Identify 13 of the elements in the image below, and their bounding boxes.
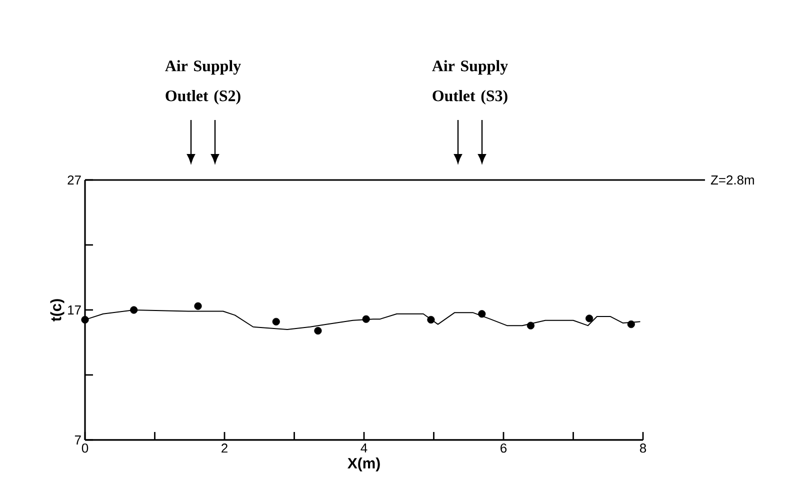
text: Air Supply Outlet (S3) — [432, 60, 508, 104]
y-tick-label: 7 — [74, 436, 81, 444]
x-tick-label: 6 — [500, 444, 507, 453]
text: Z=2.8m — [710, 175, 754, 185]
x-tick-label: 4 — [360, 444, 368, 452]
x-axis-title: X(m) — [348, 458, 380, 472]
x-tick-label: 0 — [82, 444, 88, 453]
y-tick-label: 27 — [68, 175, 81, 185]
y-axis-title: t(c) — [50, 299, 64, 322]
x-tick-label: 8 — [640, 444, 646, 453]
text: Air Supply Outlet (S2) — [165, 60, 241, 104]
x-tick-label: 2 — [222, 444, 228, 453]
y-tick-label: 17 — [68, 306, 81, 314]
